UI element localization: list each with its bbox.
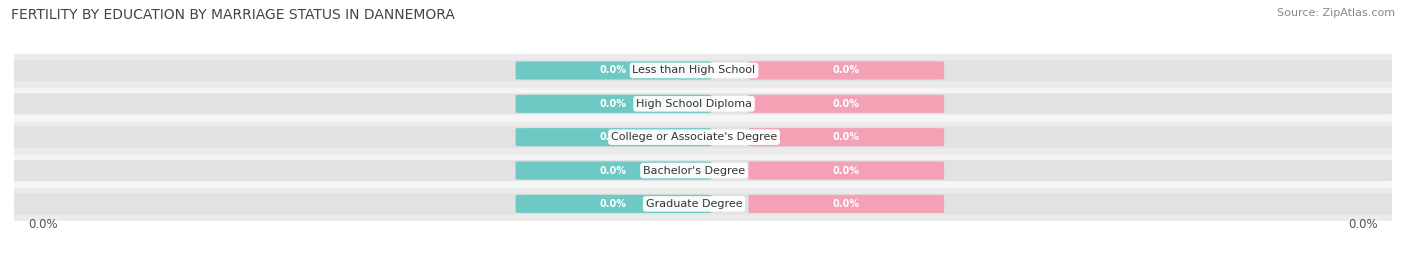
Text: High School Diploma: High School Diploma [636, 99, 752, 109]
Text: 0.0%: 0.0% [600, 65, 627, 76]
FancyBboxPatch shape [516, 61, 711, 80]
FancyBboxPatch shape [11, 160, 1395, 181]
Text: 0.0%: 0.0% [600, 99, 627, 109]
FancyBboxPatch shape [748, 161, 945, 180]
Text: Bachelor's Degree: Bachelor's Degree [643, 165, 745, 176]
FancyBboxPatch shape [11, 193, 1395, 214]
FancyBboxPatch shape [748, 61, 945, 80]
FancyBboxPatch shape [748, 128, 945, 146]
Text: 0.0%: 0.0% [832, 165, 860, 176]
Text: 0.0%: 0.0% [832, 65, 860, 76]
Text: Less than High School: Less than High School [633, 65, 755, 76]
Text: Source: ZipAtlas.com: Source: ZipAtlas.com [1277, 8, 1395, 18]
Text: 0.0%: 0.0% [600, 165, 627, 176]
Bar [14, 187, 1392, 221]
Text: College or Associate's Degree: College or Associate's Degree [612, 132, 778, 142]
FancyBboxPatch shape [11, 60, 1395, 81]
Bar [14, 54, 1392, 87]
Legend: Married, Unmarried: Married, Unmarried [613, 266, 793, 269]
Text: FERTILITY BY EDUCATION BY MARRIAGE STATUS IN DANNEMORA: FERTILITY BY EDUCATION BY MARRIAGE STATU… [11, 8, 456, 22]
Text: 0.0%: 0.0% [832, 132, 860, 142]
Bar [14, 154, 1392, 187]
FancyBboxPatch shape [11, 127, 1395, 148]
FancyBboxPatch shape [516, 128, 711, 146]
Text: 0.0%: 0.0% [600, 199, 627, 209]
Bar [14, 121, 1392, 154]
FancyBboxPatch shape [516, 195, 711, 213]
Text: 0.0%: 0.0% [28, 218, 58, 231]
Bar [14, 87, 1392, 121]
FancyBboxPatch shape [516, 161, 711, 180]
FancyBboxPatch shape [748, 195, 945, 213]
Text: 0.0%: 0.0% [832, 199, 860, 209]
FancyBboxPatch shape [11, 93, 1395, 114]
Text: 0.0%: 0.0% [600, 132, 627, 142]
FancyBboxPatch shape [748, 95, 945, 113]
Text: 0.0%: 0.0% [1348, 218, 1378, 231]
Text: 0.0%: 0.0% [832, 99, 860, 109]
Text: Graduate Degree: Graduate Degree [645, 199, 742, 209]
FancyBboxPatch shape [516, 95, 711, 113]
